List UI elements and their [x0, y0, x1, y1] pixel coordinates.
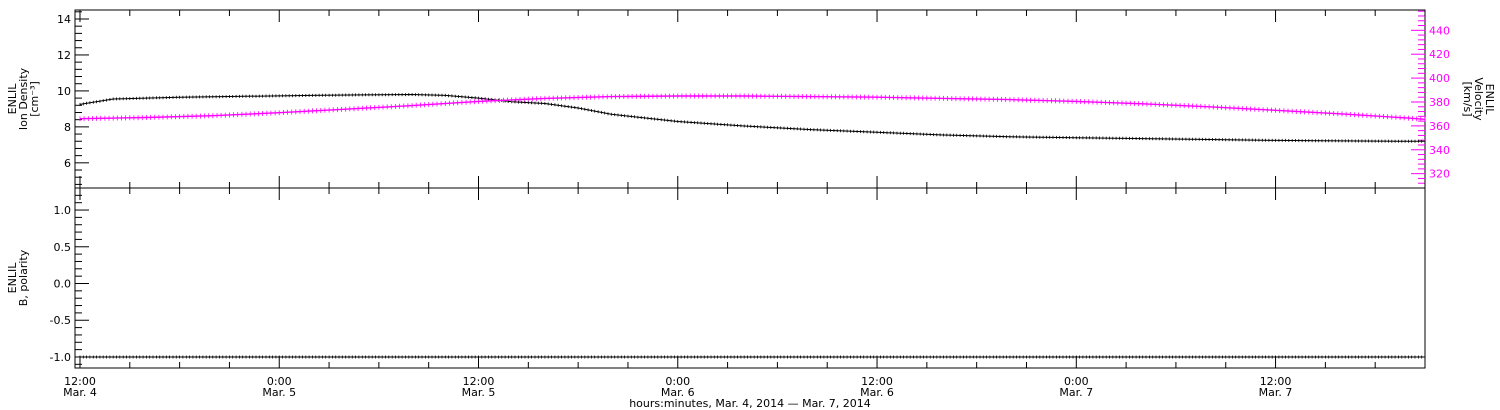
- left-axis-label: ENLIL: [6, 262, 19, 294]
- x-tick-time-label: 0:00: [665, 375, 690, 388]
- series-markers-1: [79, 93, 1426, 122]
- right-tick-label: 360: [1429, 120, 1450, 133]
- x-tick-time-label: 0:00: [267, 375, 292, 388]
- x-tick-time-label: 12:00: [1260, 375, 1292, 388]
- left-tick-label: 12: [57, 49, 71, 62]
- x-tick-time-label: 12:00: [463, 375, 495, 388]
- right-axis-label: ENLIL: [1483, 84, 1496, 116]
- left-tick-label: 0.0: [54, 278, 72, 291]
- left-axis-label: Ion Density: [17, 67, 30, 130]
- x-tick-date-label: Mar. 7: [1259, 386, 1293, 399]
- right-tick-label: 400: [1429, 72, 1450, 85]
- left-axis-label: ENLIL: [6, 83, 19, 115]
- left-axis-label: B, polarity: [17, 249, 30, 306]
- right-tick-label: 380: [1429, 96, 1450, 109]
- left-tick-label: 8: [64, 121, 71, 134]
- right-tick-label: 440: [1429, 24, 1450, 37]
- x-axis-title: hours:minutes, Mar. 4, 2014 — Mar. 7, 20…: [629, 397, 871, 410]
- plot-frame: [74, 9, 1426, 189]
- x-tick-date-label: Mar. 4: [63, 386, 97, 399]
- right-axis-label: [km/s]: [1461, 81, 1474, 116]
- left-tick-label: 6: [64, 157, 71, 170]
- series-line-0: [79, 93, 1425, 142]
- x-tick-date-label: Mar. 5: [462, 386, 496, 399]
- x-tick-date-label: Mar. 6: [661, 386, 695, 399]
- left-tick-label: 0.5: [54, 241, 72, 254]
- series-markers-0: [79, 93, 1423, 143]
- x-tick-date-label: Mar. 7: [1059, 386, 1093, 399]
- right-tick-label: 340: [1429, 144, 1450, 157]
- right-tick-label: 320: [1429, 168, 1450, 181]
- x-tick-date-label: Mar. 5: [262, 386, 296, 399]
- x-tick-date-label: Mar. 6: [860, 386, 894, 399]
- right-axis-label: Velocity: [1472, 77, 1485, 121]
- left-tick-label: -1.0: [50, 351, 71, 364]
- left-tick-label: 14: [57, 13, 71, 26]
- series-line-1: [79, 95, 1426, 120]
- left-axis-label: [cm⁻³]: [28, 81, 41, 117]
- series-markers-0: [79, 355, 1423, 359]
- right-tick-label: 420: [1429, 48, 1450, 61]
- x-tick-time-label: 12:00: [64, 375, 96, 388]
- left-tick-label: 10: [57, 85, 71, 98]
- x-tick-time-label: 12:00: [861, 375, 893, 388]
- plot-frame: [74, 187, 1426, 369]
- left-tick-label: -0.5: [50, 314, 71, 327]
- x-tick-time-label: 0:00: [1064, 375, 1089, 388]
- left-tick-label: 1.0: [54, 204, 72, 217]
